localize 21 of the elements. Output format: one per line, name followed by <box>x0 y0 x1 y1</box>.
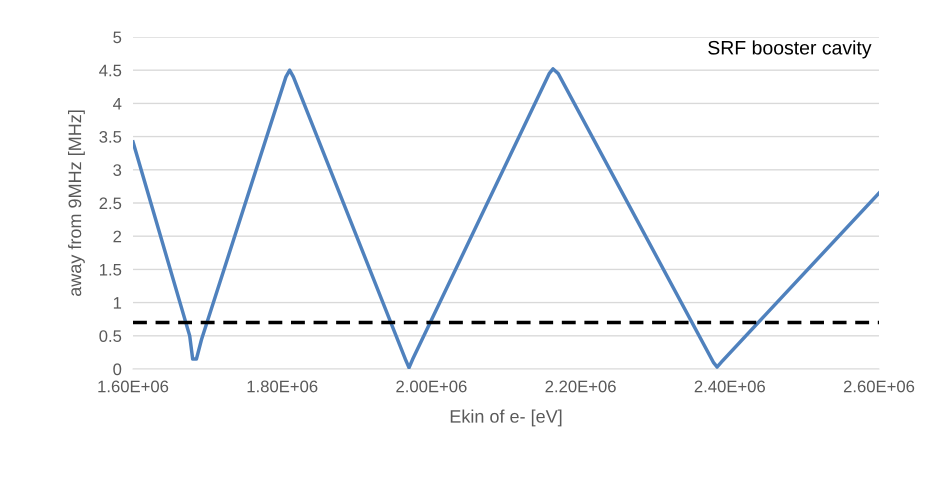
x-tick-label: 1.60E+06 <box>98 380 168 392</box>
y-tick-label: 2 <box>113 230 122 242</box>
line-series <box>133 67 879 369</box>
x-tick-label: 1.80E+06 <box>248 380 318 392</box>
y-tick-label: 0.5 <box>99 330 122 342</box>
y-tick-label: 2.5 <box>100 197 122 210</box>
y-tick-label: 0 <box>113 363 122 376</box>
y-tick-label: 1 <box>114 297 122 309</box>
x-tick-label: 2.20E+06 <box>546 380 616 392</box>
y-axis-title: away from 9MHz [MHz] <box>68 110 85 296</box>
y-tick-label: 4 <box>113 98 122 110</box>
y-tick-label: 4.5 <box>99 64 122 76</box>
x-tick-label: 2.40E+06 <box>694 380 765 392</box>
y-tick-label: 1.5 <box>100 264 122 276</box>
y-tick-label: 3 <box>113 164 122 176</box>
x-tick-label: 2.60E+06 <box>844 380 914 392</box>
annotation: SRF booster cavity <box>708 40 872 58</box>
x-axis-title: Ekin of e- [eV] <box>450 410 562 426</box>
y-tick-label: 5 <box>113 32 122 44</box>
y-tick-label: 3.5 <box>99 131 122 143</box>
x-tick-label: 2.00E+06 <box>396 380 467 392</box>
